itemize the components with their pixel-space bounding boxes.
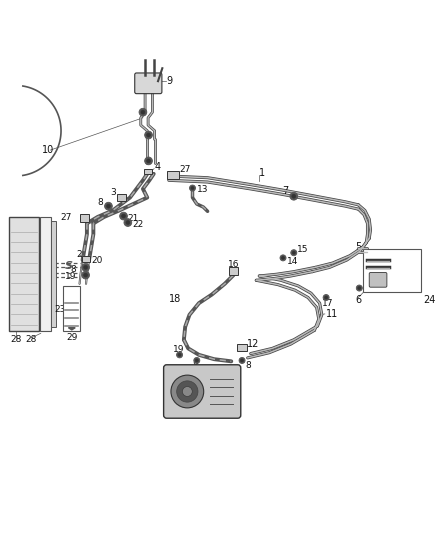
Circle shape xyxy=(291,249,297,256)
Circle shape xyxy=(182,386,192,397)
Circle shape xyxy=(84,273,88,277)
Text: 26: 26 xyxy=(391,257,402,266)
Circle shape xyxy=(177,352,183,358)
Bar xyxy=(237,344,247,351)
Text: 15: 15 xyxy=(297,245,309,254)
Text: 7: 7 xyxy=(283,186,289,196)
Text: 19: 19 xyxy=(65,272,76,281)
FancyBboxPatch shape xyxy=(164,365,241,418)
Text: 20: 20 xyxy=(91,256,102,265)
Text: 11: 11 xyxy=(326,309,339,319)
Circle shape xyxy=(177,381,198,402)
Circle shape xyxy=(325,296,328,299)
Text: 23: 23 xyxy=(55,305,66,314)
Bar xyxy=(363,249,421,293)
Circle shape xyxy=(147,133,151,137)
Text: 22: 22 xyxy=(132,220,143,229)
Text: 2: 2 xyxy=(76,251,82,260)
Circle shape xyxy=(105,203,112,210)
Bar xyxy=(40,217,51,331)
Circle shape xyxy=(106,204,110,208)
Text: 13: 13 xyxy=(197,185,208,194)
Circle shape xyxy=(290,192,298,200)
Circle shape xyxy=(292,251,295,254)
Circle shape xyxy=(82,263,89,271)
Circle shape xyxy=(145,131,152,139)
Text: 16: 16 xyxy=(228,260,239,269)
Text: 29: 29 xyxy=(66,333,78,342)
Text: 27: 27 xyxy=(180,165,191,174)
Circle shape xyxy=(358,287,361,289)
Bar xyxy=(144,169,152,174)
Text: 25: 25 xyxy=(391,277,402,286)
Circle shape xyxy=(145,157,152,165)
Text: 12: 12 xyxy=(247,339,260,349)
Text: 4: 4 xyxy=(155,163,161,172)
Circle shape xyxy=(126,221,130,224)
Circle shape xyxy=(191,187,194,190)
Bar xyxy=(82,256,90,262)
Text: 9: 9 xyxy=(166,76,173,86)
Text: 5: 5 xyxy=(355,242,361,252)
Circle shape xyxy=(356,285,362,291)
Text: 3: 3 xyxy=(110,188,116,197)
Circle shape xyxy=(82,271,89,279)
Text: 8: 8 xyxy=(192,361,198,370)
Text: 18: 18 xyxy=(169,294,181,304)
Bar xyxy=(117,195,126,201)
Bar xyxy=(51,221,57,327)
Text: 28: 28 xyxy=(10,335,21,344)
Circle shape xyxy=(323,295,329,301)
Text: 14: 14 xyxy=(286,257,298,266)
Bar xyxy=(9,217,39,331)
Circle shape xyxy=(195,359,198,362)
FancyBboxPatch shape xyxy=(135,73,162,94)
Bar xyxy=(229,267,238,274)
Circle shape xyxy=(292,195,296,198)
Text: 21: 21 xyxy=(128,214,139,223)
Circle shape xyxy=(147,159,151,163)
Bar xyxy=(63,286,81,331)
Circle shape xyxy=(194,358,200,364)
Text: 19: 19 xyxy=(173,345,184,354)
Text: 8: 8 xyxy=(246,361,251,370)
Text: 1: 1 xyxy=(259,168,265,179)
Circle shape xyxy=(139,108,147,116)
Text: 24: 24 xyxy=(423,295,435,305)
FancyBboxPatch shape xyxy=(369,272,387,287)
Circle shape xyxy=(141,110,145,114)
Text: 8: 8 xyxy=(71,264,76,273)
Circle shape xyxy=(190,185,195,191)
Text: S: S xyxy=(64,261,72,271)
Circle shape xyxy=(124,219,132,227)
Circle shape xyxy=(282,256,285,260)
Circle shape xyxy=(171,375,204,408)
Text: 10: 10 xyxy=(42,145,54,155)
Bar xyxy=(167,171,179,180)
Text: 17: 17 xyxy=(322,298,333,308)
Text: 28: 28 xyxy=(25,335,36,344)
Text: 8: 8 xyxy=(98,198,103,207)
Circle shape xyxy=(122,214,125,218)
Text: 6: 6 xyxy=(355,295,361,305)
Circle shape xyxy=(239,358,245,364)
Circle shape xyxy=(84,265,88,269)
Circle shape xyxy=(120,212,127,220)
Circle shape xyxy=(178,353,181,357)
Circle shape xyxy=(280,255,286,261)
Polygon shape xyxy=(68,328,75,330)
Bar xyxy=(80,214,89,222)
Circle shape xyxy=(240,359,244,362)
Text: 27: 27 xyxy=(60,213,72,222)
